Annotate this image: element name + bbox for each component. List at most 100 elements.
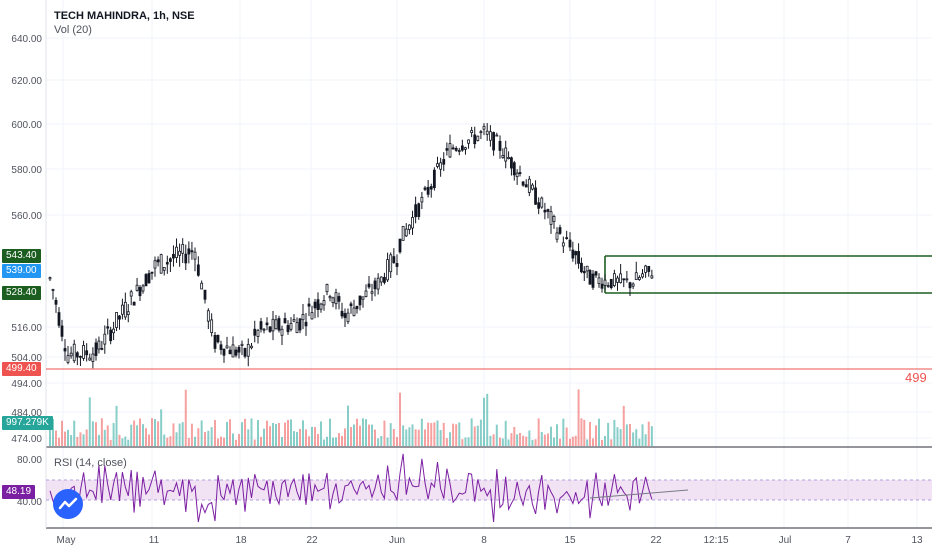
volume-bar: [223, 437, 225, 446]
volume-bar: [97, 434, 100, 446]
volume-bar: [455, 424, 458, 446]
volume-bar: [359, 425, 361, 446]
candle-body: [277, 318, 281, 331]
rsi-label[interactable]: RSI (14, close): [54, 457, 127, 469]
candle-body: [395, 263, 399, 267]
candle-body: [79, 355, 82, 358]
price-tick-label: 516.00: [11, 323, 42, 334]
volume-bar: [574, 435, 577, 446]
candle-body: [295, 322, 299, 334]
volume-bar: [650, 426, 653, 446]
volume-bar: [157, 421, 160, 446]
support-level-label: 499: [905, 370, 927, 385]
volume-bar: [335, 437, 337, 446]
volume-bar: [250, 418, 253, 446]
volume-bar: [635, 429, 638, 446]
volume-bar: [269, 426, 271, 446]
volume-bar: [257, 419, 259, 446]
candle-body: [63, 348, 67, 352]
symbol-title[interactable]: TECH MAHINDRA, 1h, NSE: [54, 10, 195, 22]
volume-bar: [58, 437, 60, 446]
price-tick-label: 474.00: [11, 434, 42, 445]
candle-body: [373, 280, 377, 290]
last-price-tag: 539.00: [2, 264, 41, 278]
volume-bar: [580, 418, 583, 446]
volume-bar: [445, 438, 448, 446]
volume-bar: [320, 421, 322, 446]
candle-body: [196, 264, 200, 276]
candle-body: [106, 326, 110, 329]
candle-body: [307, 303, 311, 307]
volume-bar: [247, 429, 250, 446]
candle-body: [187, 248, 191, 255]
volume-bar: [569, 438, 571, 446]
candle-body: [546, 209, 550, 212]
candle-body: [153, 260, 157, 269]
candle-body: [612, 273, 616, 287]
candle-body: [334, 292, 338, 305]
price-tick-label: 640.00: [11, 34, 42, 45]
volume-bar: [305, 429, 307, 446]
volume-bar: [380, 435, 383, 446]
volume-bar: [592, 438, 594, 446]
volume-bar: [130, 424, 133, 446]
candle-body: [534, 187, 537, 205]
rsi-tick-label: 80.00: [17, 455, 42, 466]
volume-bar: [553, 437, 555, 446]
volume-bar: [145, 428, 147, 446]
candle-body: [340, 310, 344, 317]
volume-bar: [467, 437, 470, 446]
candle-body: [411, 217, 414, 229]
tradingview-logo[interactable]: [53, 489, 83, 519]
candle-body: [234, 349, 238, 356]
volume-bar: [275, 423, 277, 446]
volume-bar: [266, 420, 268, 446]
candle-body: [389, 254, 393, 273]
candle-body: [138, 287, 142, 297]
volume-bar: [565, 427, 568, 446]
candle-body: [310, 312, 314, 320]
candle-body: [319, 303, 323, 310]
candle-body: [190, 250, 194, 253]
volume-bar: [253, 439, 256, 446]
volume-bar: [436, 420, 439, 446]
volume-bar: [556, 424, 558, 446]
candle-body: [552, 215, 556, 222]
candle-body: [603, 279, 607, 286]
candle-body: [301, 314, 305, 321]
candle-body: [597, 277, 601, 285]
candle-body: [69, 352, 73, 357]
candle-body: [609, 278, 613, 288]
volume-bar: [408, 427, 411, 446]
volume-bar: [133, 420, 136, 446]
candle-body: [426, 186, 430, 195]
volume-bar: [103, 429, 106, 446]
volume-bar: [70, 435, 73, 446]
volume-bar: [513, 426, 516, 446]
volume-bar: [323, 439, 325, 446]
volume-bar: [347, 405, 349, 446]
volume-bar: [178, 423, 181, 446]
volume-label[interactable]: Vol (20): [54, 24, 92, 36]
volume-bar: [344, 428, 346, 446]
candle-body: [606, 285, 610, 287]
candle-body: [401, 226, 405, 241]
volume-tag: 997.279K: [2, 416, 53, 430]
candle-body: [451, 147, 455, 150]
time-tick-label: Jun: [389, 535, 405, 546]
volume-bar: [235, 439, 237, 446]
volume-bar: [136, 425, 139, 446]
volume-bar: [91, 421, 94, 446]
candle-body: [147, 273, 151, 284]
time-tick-label: 15: [564, 535, 576, 546]
candle-body: [585, 265, 589, 272]
volume-bar: [625, 424, 628, 446]
volume-bar: [115, 405, 118, 446]
candle-body: [82, 345, 85, 359]
volume-bar: [82, 434, 85, 446]
volume-bar: [374, 429, 376, 446]
volume-bar: [577, 389, 580, 446]
candle-body: [121, 304, 124, 315]
time-tick-label: 22: [306, 535, 318, 546]
